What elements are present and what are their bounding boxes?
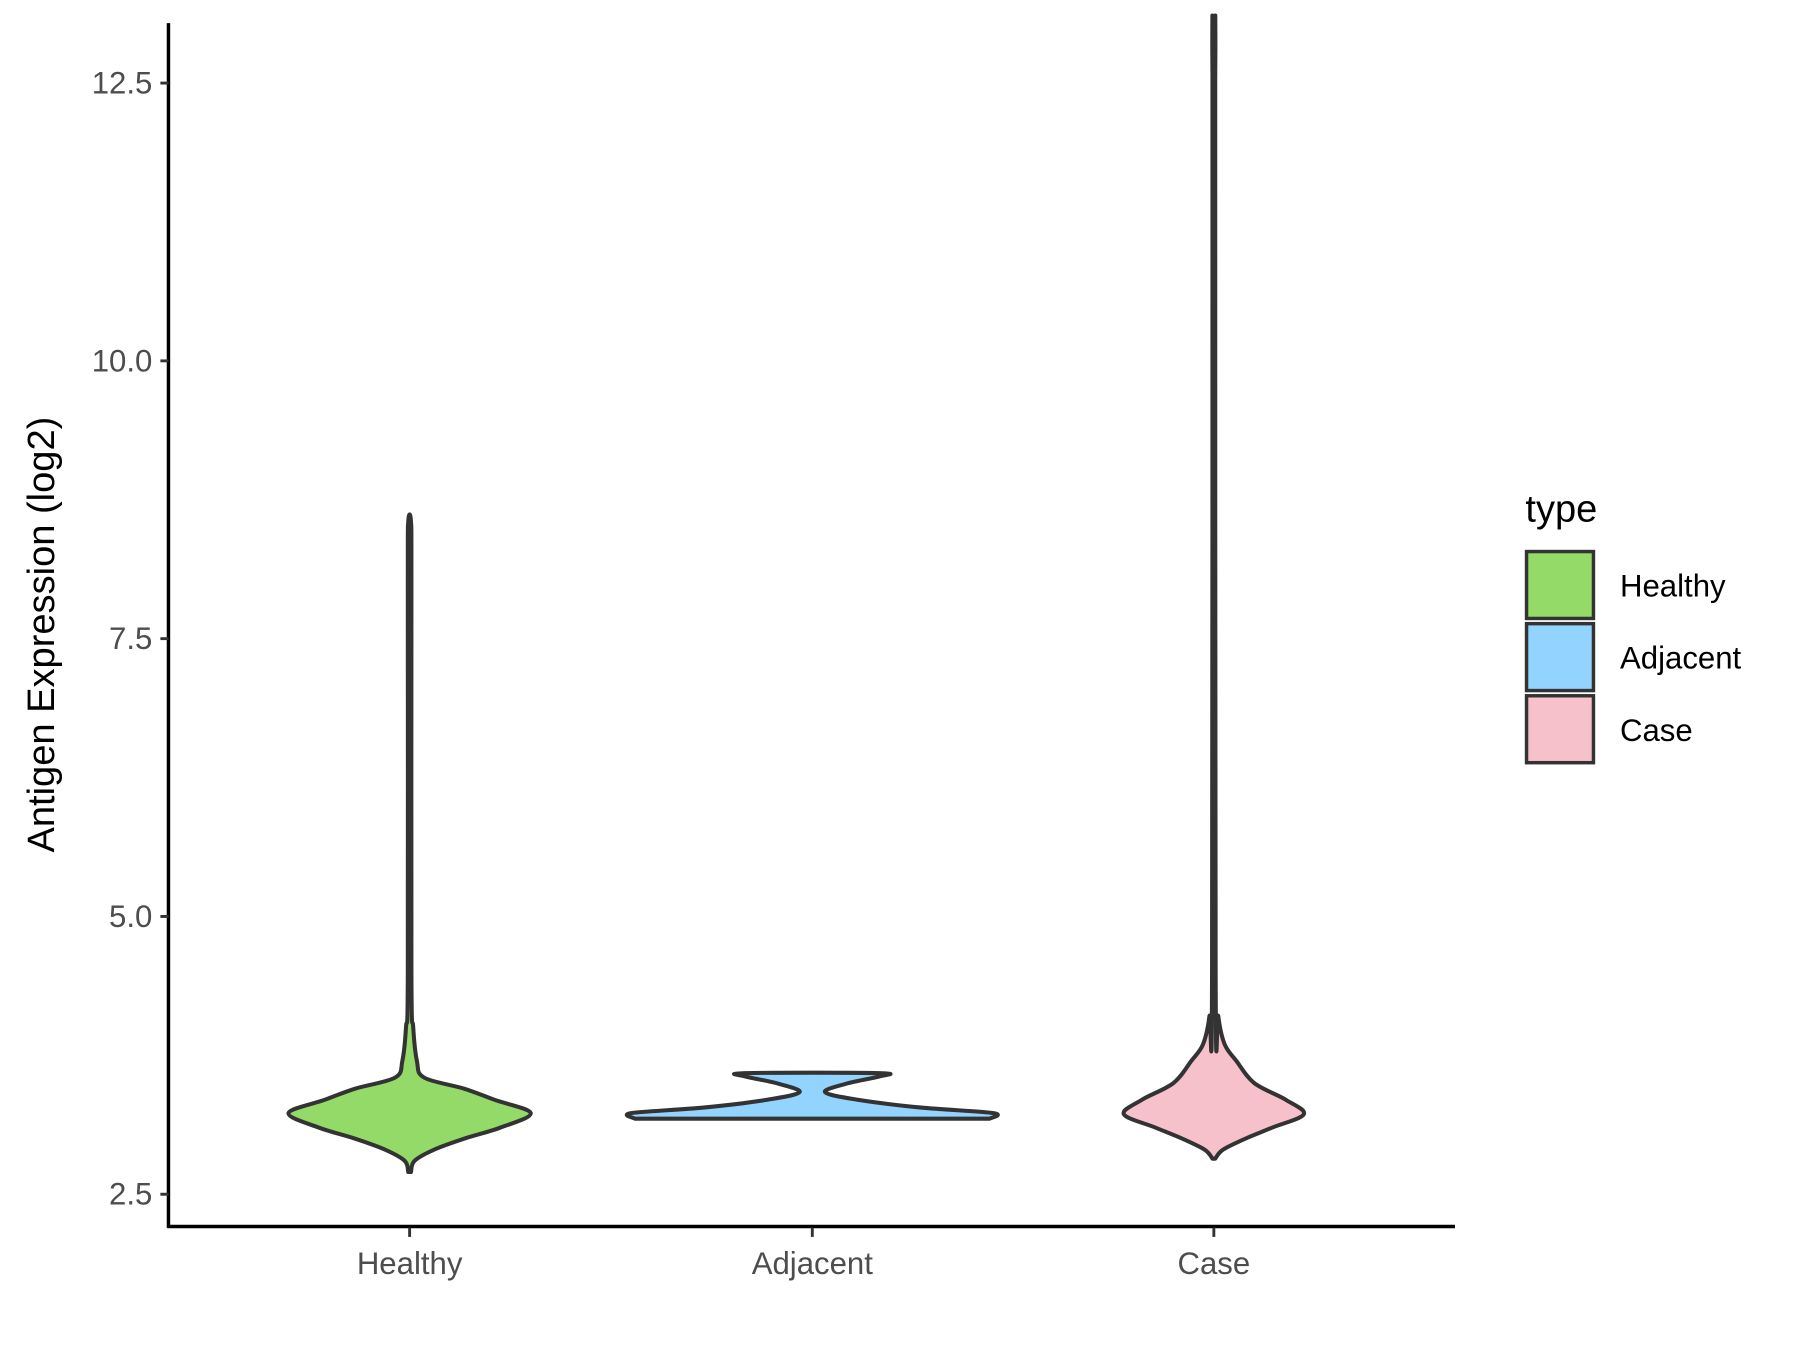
y-ticks: 2.5 5.0 7.5 10.0 12.5 [92, 65, 169, 1212]
legend-label: Healthy [1620, 569, 1726, 604]
legend-key-case [1524, 694, 1596, 765]
legend-key-adjacent [1524, 621, 1596, 693]
legend: type Healthy Adjacent Case [1524, 489, 1742, 765]
y-axis-label: Antigen Expression (log2) [21, 417, 63, 853]
violin-adjacent [624, 1070, 1000, 1121]
legend-label: Adjacent [1620, 641, 1742, 676]
x-tick-label: Healthy [357, 1246, 463, 1281]
x-ticks: Healthy Adjacent Case [357, 1227, 1250, 1281]
legend-title: type [1525, 489, 1597, 531]
violin-case [1121, 13, 1307, 1161]
y-tick-label: 5.0 [109, 899, 152, 934]
y-tick-label: 2.5 [109, 1177, 152, 1212]
legend-label: Case [1620, 713, 1693, 748]
x-tick-label: Adjacent [752, 1246, 874, 1281]
violins [286, 13, 1307, 1175]
y-tick-label: 12.5 [92, 65, 153, 100]
x-tick-label: Case [1177, 1246, 1250, 1281]
legend-key-healthy [1524, 549, 1596, 621]
violin-healthy [286, 512, 533, 1175]
y-tick-label: 10.0 [92, 343, 153, 378]
y-tick-label: 7.5 [109, 621, 152, 656]
